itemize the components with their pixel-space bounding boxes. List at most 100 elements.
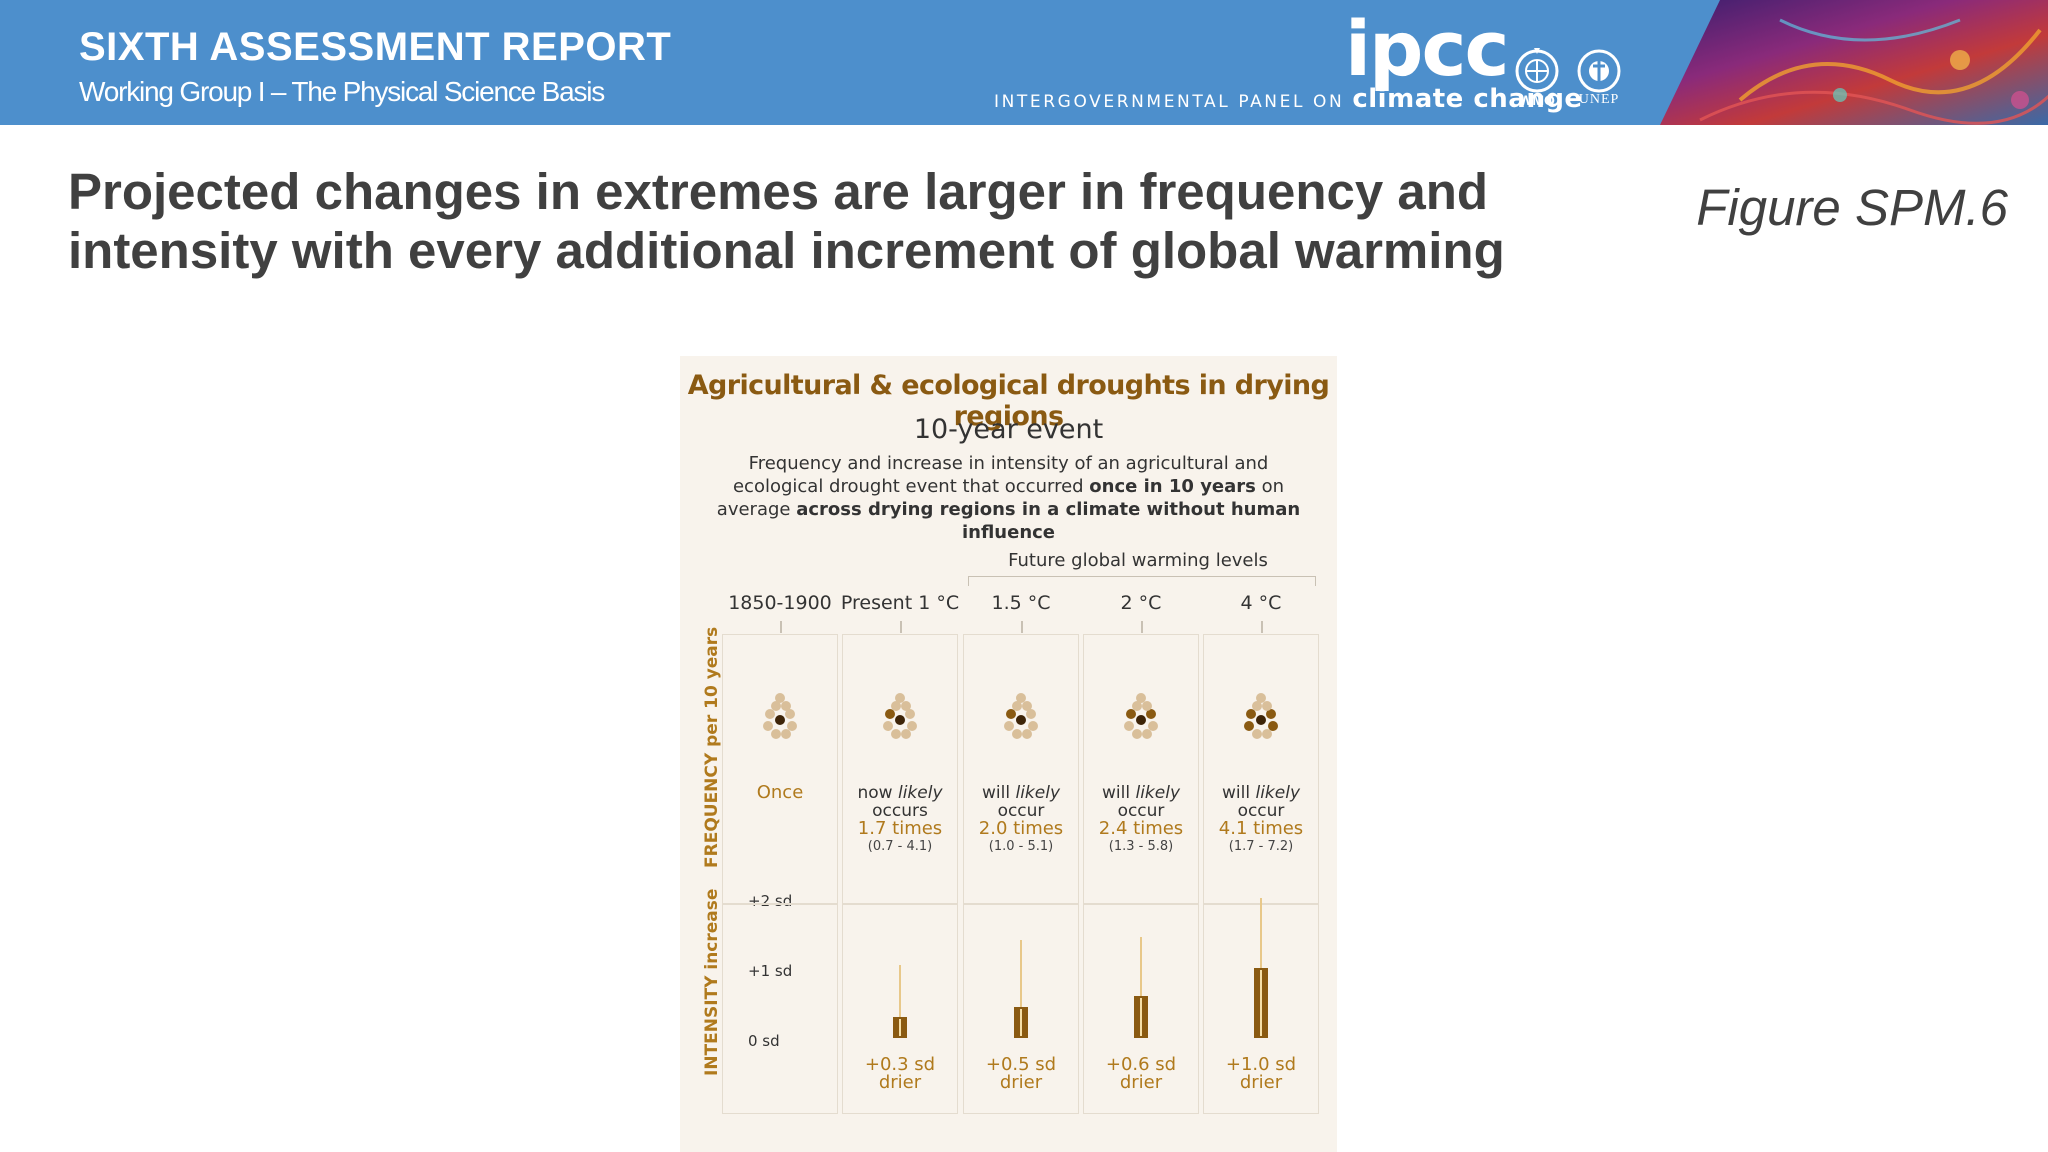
column-header: 2 °C [1120,592,1162,614]
event-dot [883,721,893,731]
event-dots-icon [763,693,797,739]
frequency-verb: occur [997,801,1045,821]
event-dot [1132,729,1142,739]
frequency-text: will likely occur 2.0 times (1.0 - 5.1) [963,784,1079,856]
intensity-range-whisker [1020,940,1022,1038]
frequency-likely: likely [897,783,943,803]
column-header: 1850-1900 [728,592,832,614]
report-title: SIXTH ASSESSMENT REPORT [79,25,672,69]
event-dot [1262,729,1272,739]
wmo-emblem-icon [1515,48,1559,93]
event-dot [1252,701,1262,711]
event-dot [1136,693,1146,703]
frequency-text: now likely occurs 1.7 times (0.7 - 4.1) [842,784,958,856]
figure-column [842,621,958,1114]
event-dots-icon [1124,693,1158,739]
column-tick [900,621,902,633]
intensity-text: +0.3 sd drier [842,1056,958,1092]
frequency-prefix: will [1221,783,1256,803]
event-dot [891,729,901,739]
event-dot [895,693,905,703]
column-tick [1261,621,1263,633]
frequency-line-1: will likely [1203,784,1319,802]
event-dot [1124,721,1134,731]
column-divider [1084,903,1198,905]
future-levels-bracket [968,576,1316,586]
intensity-value: +0.3 sd [864,1054,936,1075]
intensity-bar-median [1140,998,1142,1036]
frequency-prefix: now [857,783,898,803]
intensity-bar-median [1020,1008,1022,1036]
event-dot [1022,729,1032,739]
future-levels-label: Future global warming levels [1008,550,1268,571]
intensity-bar [1254,968,1268,1038]
event-dots-icon [883,693,917,739]
intensity-bar [1134,996,1148,1038]
frequency-times: 1.7 times [857,818,943,839]
event-dot [771,729,781,739]
frequency-text: will likely occur 2.4 times (1.3 - 5.8) [1083,784,1199,856]
event-dot [775,715,785,725]
event-dot [1256,715,1266,725]
event-dot [905,709,915,719]
event-dot [1146,709,1156,719]
ipcc-logo: ipcc [1345,4,1510,93]
column-divider [843,903,957,905]
event-dot [891,701,901,711]
figure-description: Frequency and increase in intensity of a… [710,452,1307,544]
figure-reference: Figure SPM.6 [1696,179,2008,236]
event-dot [901,729,911,739]
figure-column [1083,621,1199,1114]
desc-text-1: Frequency and increase in intensity of a… [732,453,1269,497]
frequency-times: 4.1 times [1218,818,1304,839]
frequency-range: (1.7 - 7.2) [1228,839,1294,854]
event-dot [775,693,785,703]
intensity-range-whisker [899,964,901,1038]
unep-label: UNEP [1578,92,1620,107]
header-banner: SIXTH ASSESSMENT REPORT Working Group I … [0,0,2048,125]
event-dots-icon [1004,693,1038,739]
slide-headline: Projected changes in extremes are larger… [68,163,1505,279]
event-dot [1256,693,1266,703]
frequency-axis-label: FREQUENCY per 10 years [702,626,722,868]
tagline-prefix: INTERGOVERNMENTAL PANEL ON [994,92,1345,112]
event-dot [1148,721,1158,731]
frequency-range: (1.3 - 5.8) [1108,839,1174,854]
event-dot [1012,729,1022,739]
intensity-word: drier [1119,1072,1163,1093]
event-dot [781,701,791,711]
event-dot [1266,709,1276,719]
intensity-text: +1.0 sd drier [1203,1056,1319,1092]
intensity-value: +1.0 sd [1225,1054,1297,1075]
wmo-label: WMO [1519,92,1555,108]
frequency-likely: likely [1015,783,1061,803]
column-tick [780,621,782,633]
ipcc-tagline: INTERGOVERNMENTAL PANEL ON climate chang… [994,84,1583,114]
frequency-line-1: now likely [842,784,958,802]
frequency-once: Once [756,782,804,803]
decorative-artwork-icon [1660,0,2048,125]
column-header: Present 1 °C [840,592,960,614]
event-dot [895,715,905,725]
frequency-text: Once [722,784,838,802]
event-dot [885,709,895,719]
column-tick [1021,621,1023,633]
column-header: 4 °C [1240,592,1282,614]
event-dot [1268,721,1278,731]
sd-label-plus1: +1 sd [748,962,793,980]
intensity-value: +0.5 sd [985,1054,1057,1075]
figure-title: Agricultural & ecological droughts in dr… [687,370,1330,432]
event-dot [1026,709,1036,719]
intensity-word: drier [999,1072,1043,1093]
intensity-bar [893,1017,907,1038]
event-dot [1244,721,1254,731]
figure-panel: Agricultural & ecological droughts in dr… [680,356,1337,1152]
figure-column [722,621,838,1114]
intensity-axis-label: INTENSITY increase [702,888,722,1076]
frequency-range: (1.0 - 5.1) [988,839,1054,854]
frequency-line-1: will likely [1083,784,1199,802]
sd-label-zero: 0 sd [748,1032,780,1050]
event-dot [1132,701,1142,711]
event-dot [787,721,797,731]
event-dot [785,709,795,719]
